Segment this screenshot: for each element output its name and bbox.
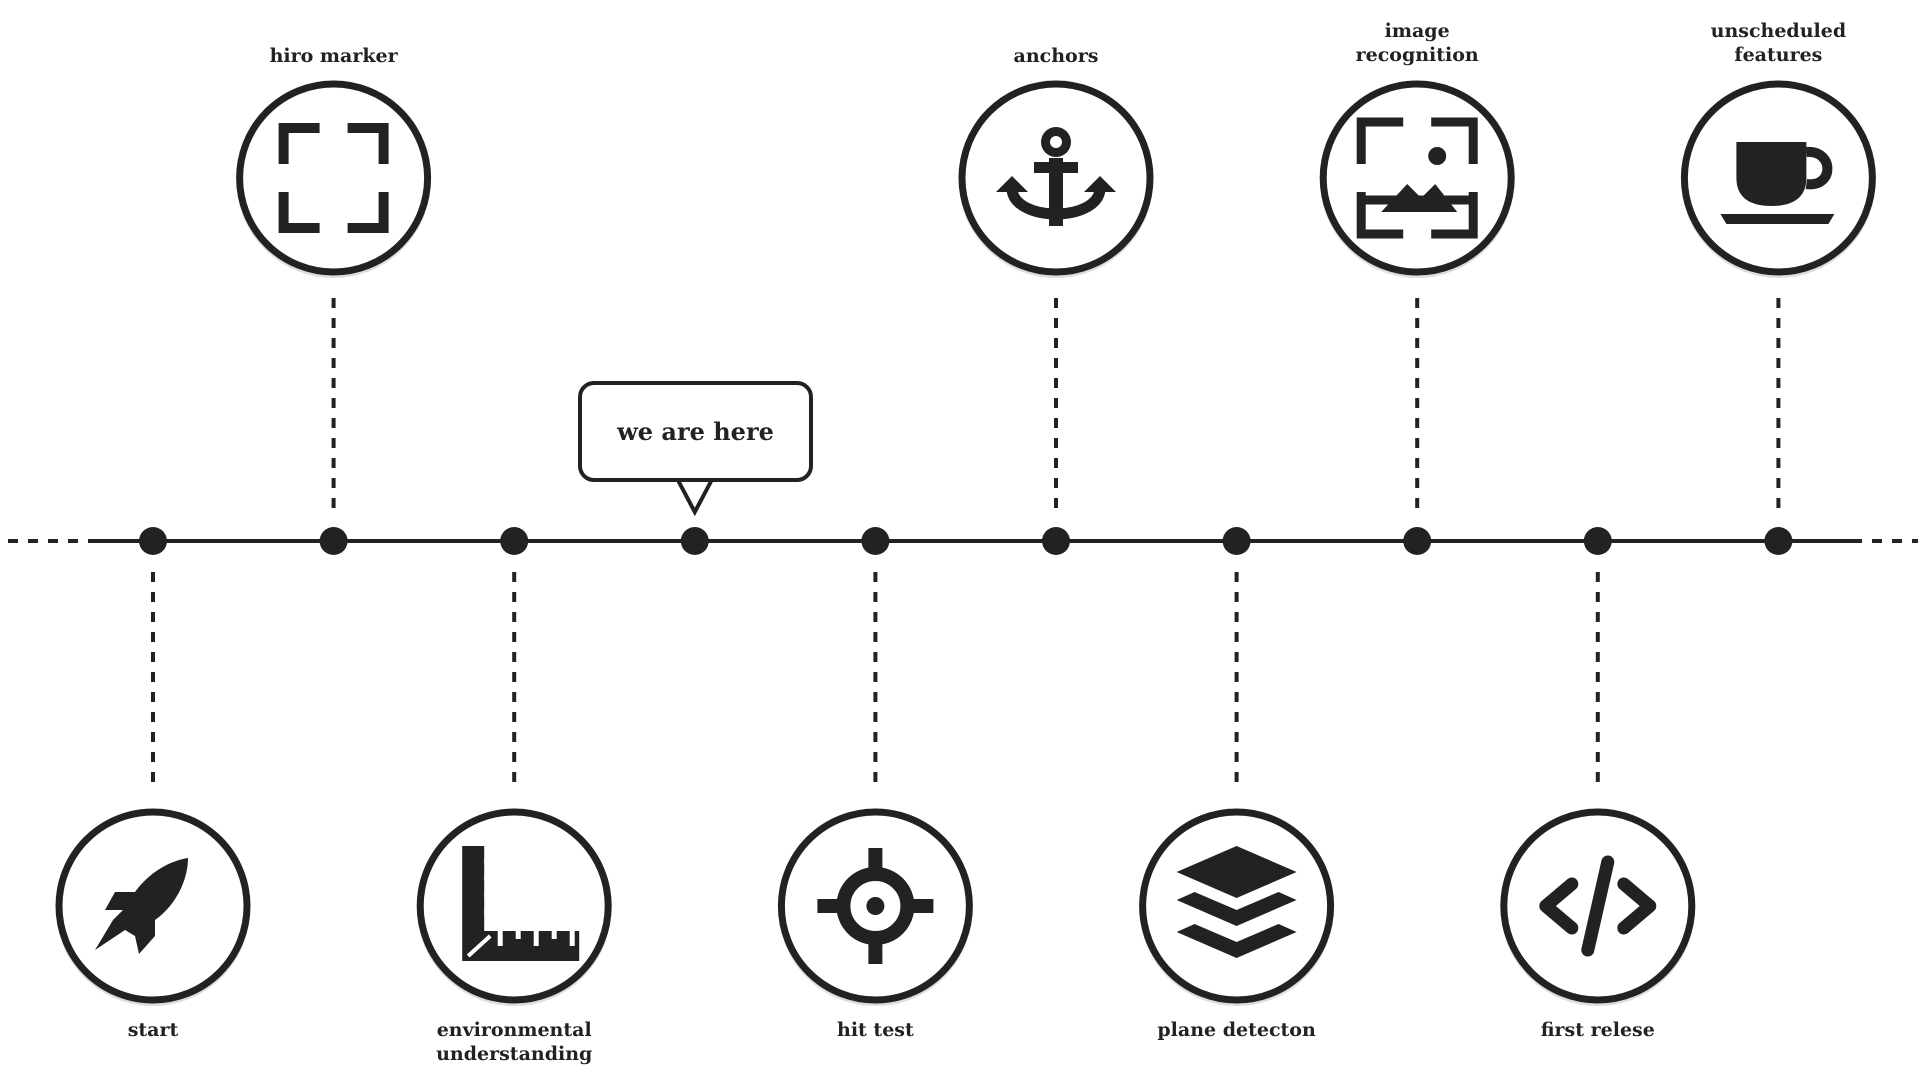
plane-detecton-label-line: plane detecton	[1157, 1019, 1316, 1041]
hiro-marker-node	[319, 527, 348, 555]
start-label: start	[43, 1018, 263, 1042]
environmental-understanding-label: environmental understanding	[404, 1018, 624, 1066]
hiro-marker-label: hiro marker	[224, 44, 444, 68]
first-relese-node	[1583, 527, 1612, 555]
hit-test-node	[861, 527, 890, 555]
environmental-understanding-label-line: understanding	[436, 1043, 593, 1065]
start-label-line: start	[127, 1019, 179, 1041]
plane-detecton-node	[1222, 527, 1251, 555]
unscheduled-features-label: unscheduled features	[1668, 19, 1888, 67]
image-recognition-label-line: image	[1384, 20, 1450, 42]
callout-text: we are here	[617, 417, 774, 446]
first-relese-label-line: first relese	[1540, 1019, 1655, 1041]
anchors-node	[1042, 527, 1070, 555]
first-relese-label: first relese	[1488, 1018, 1708, 1042]
plane-detecton-label: plane detecton	[1127, 1018, 1347, 1042]
anchors-label: anchors	[946, 44, 1166, 68]
image-recognition-label: image recognition	[1307, 19, 1527, 67]
unscheduled-features-label-line: unscheduled	[1710, 20, 1847, 42]
image-recognition-circle	[1319, 80, 1515, 276]
unscheduled-features-label-line: features	[1734, 44, 1823, 66]
start-node	[139, 527, 167, 555]
image-recognition-node	[1403, 527, 1432, 555]
plane-detecton-circle	[1139, 808, 1335, 1004]
current-position-node	[680, 527, 709, 555]
we-are-here-callout: we are here	[578, 381, 813, 482]
callout-pointer	[675, 477, 715, 517]
hit-test-label: hit test	[765, 1018, 985, 1042]
hiro-marker-circle	[236, 80, 432, 276]
anchors-label-line: anchors	[1013, 45, 1099, 67]
environmental-understanding-circle	[416, 808, 612, 1004]
environmental-understanding-node	[500, 527, 529, 555]
hit-test-label-line: hit test	[837, 1019, 914, 1041]
image-recognition-label-line: recognition	[1355, 44, 1479, 66]
environmental-understanding-label-line: environmental	[436, 1019, 592, 1041]
hiro-marker-label-line: hiro marker	[269, 45, 398, 67]
unscheduled-features-node	[1764, 527, 1793, 555]
